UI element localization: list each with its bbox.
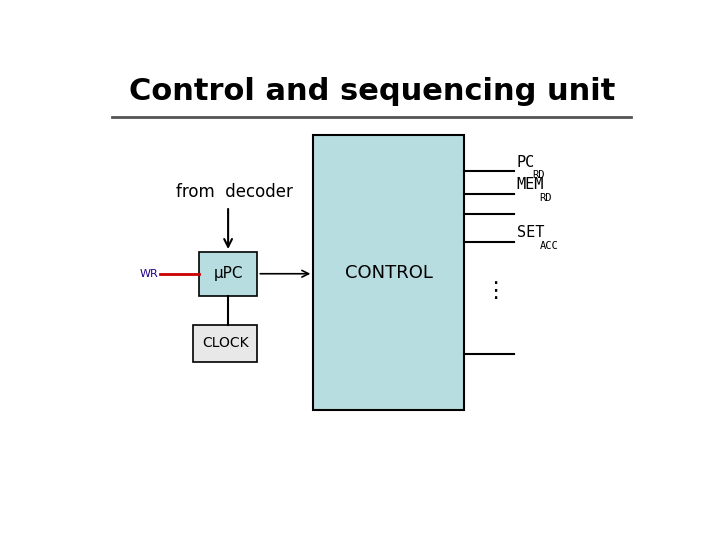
Text: SET: SET (517, 225, 544, 240)
Text: MEM: MEM (517, 178, 544, 192)
Bar (313, 136, 464, 410)
Text: RD: RD (539, 193, 552, 203)
Text: RD: RD (532, 170, 544, 180)
Bar (193, 325, 258, 362)
Text: CONTROL: CONTROL (345, 264, 433, 282)
Text: WR: WR (140, 269, 158, 279)
Text: ⋮: ⋮ (484, 281, 506, 301)
Text: CLOCK: CLOCK (202, 336, 248, 350)
Text: ACC: ACC (539, 241, 558, 251)
Text: PC: PC (517, 154, 535, 170)
Text: μPC: μPC (213, 266, 243, 281)
Text: from  decoder: from decoder (176, 183, 293, 201)
Text: Control and sequencing unit: Control and sequencing unit (129, 77, 616, 106)
Bar (199, 252, 258, 295)
